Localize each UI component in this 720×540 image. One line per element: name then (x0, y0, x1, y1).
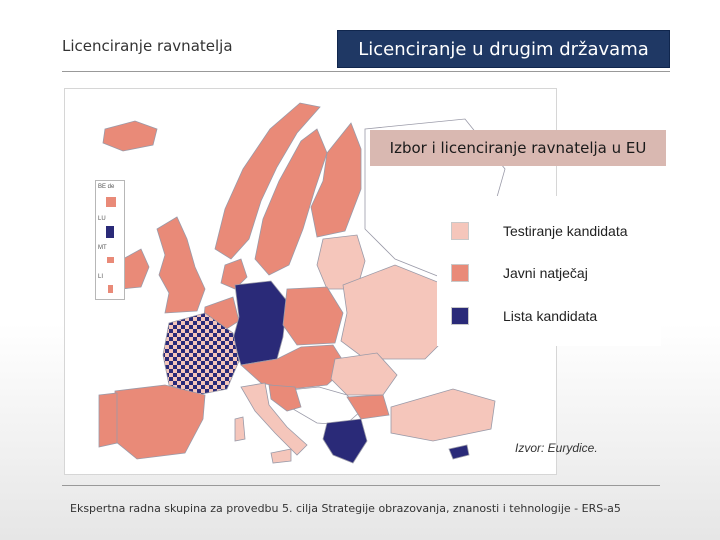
inset-label-lu: LU (98, 216, 106, 222)
legend-swatch (451, 222, 469, 240)
inset-li-shape (108, 285, 113, 293)
legend-label: Lista kandidata (503, 308, 598, 324)
iceland-region (102, 120, 158, 152)
map-title: Izbor i licenciranje ravnatelja u EU (370, 130, 666, 166)
inset-be-shape (106, 197, 116, 207)
top-divider (62, 71, 670, 72)
balkans-region (278, 386, 362, 426)
bottom-divider (62, 485, 660, 486)
turkey-region (390, 388, 496, 442)
footer-text: Ekspertna radna skupina za provedbu 5. c… (70, 502, 621, 515)
section-title: Licenciranje ravnatelja (62, 37, 233, 55)
denmark-region (220, 258, 248, 290)
source-note: Izvor: Eurydice. (515, 441, 598, 455)
inset-label-li: LI (98, 274, 104, 280)
sardinia-region (234, 416, 246, 442)
cyprus-region (448, 444, 470, 460)
legend-label: Javni natječaj (503, 265, 588, 281)
inset-label-mt: MT (98, 245, 107, 251)
inset-mt-shape (107, 257, 114, 263)
finland-region (310, 122, 362, 238)
spain-region (114, 384, 206, 460)
france-region (162, 312, 240, 396)
small-states-inset: BE de LU MT LI (95, 180, 125, 300)
legend-swatch (451, 264, 469, 282)
uk-region (156, 216, 206, 314)
germany-region (232, 280, 288, 366)
east-region (340, 264, 456, 360)
bulgaria-region (346, 394, 390, 420)
legend-label: Testiranje kandidata (503, 223, 628, 239)
slide-title-banner: Licenciranje u drugim državama (337, 30, 670, 68)
norway-region (214, 102, 321, 260)
legend-swatch (451, 307, 469, 325)
italy-region (240, 382, 308, 456)
croatia-region (268, 384, 302, 412)
inset-label-be: BE de (98, 184, 115, 190)
poland-region (282, 286, 344, 346)
sicily-region (270, 448, 292, 464)
greece-region (322, 418, 368, 464)
portugal-region (98, 392, 118, 448)
map-legend: Testiranje kandidata Javni natječaj List… (437, 196, 661, 346)
inset-lu-shape (106, 226, 114, 238)
